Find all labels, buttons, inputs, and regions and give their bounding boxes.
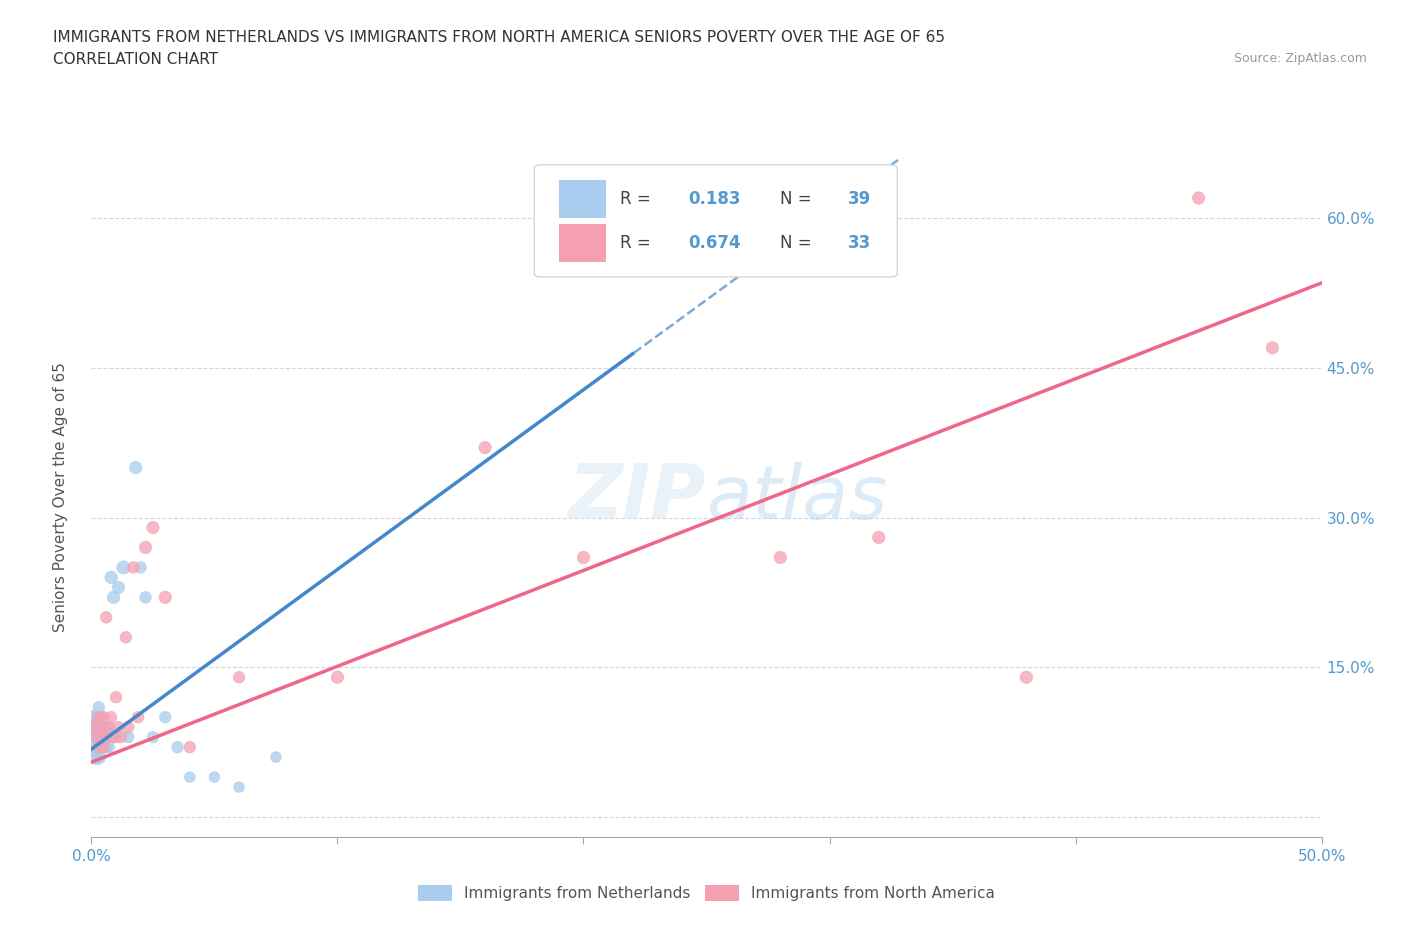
FancyBboxPatch shape — [534, 165, 897, 277]
Point — [87, 730, 110, 745]
Point — [112, 560, 135, 575]
Text: 33: 33 — [848, 234, 872, 252]
Y-axis label: Seniors Poverty Over the Age of 65: Seniors Poverty Over the Age of 65 — [53, 363, 67, 632]
Text: ZIP: ZIP — [569, 461, 706, 534]
Point — [117, 730, 139, 745]
Legend: Immigrants from Netherlands, Immigrants from North America: Immigrants from Netherlands, Immigrants … — [412, 879, 1001, 908]
Point — [572, 550, 595, 565]
Text: 0.183: 0.183 — [688, 190, 741, 207]
Point — [1261, 340, 1284, 355]
Point — [83, 710, 105, 724]
Point — [228, 779, 250, 794]
Text: R =: R = — [620, 190, 657, 207]
Point — [86, 730, 108, 745]
Point — [90, 720, 112, 735]
Point — [142, 520, 165, 535]
Point — [100, 710, 122, 724]
FancyBboxPatch shape — [558, 224, 606, 261]
Point — [122, 560, 145, 575]
Point — [90, 720, 112, 735]
Point — [228, 670, 250, 684]
Point — [90, 710, 112, 724]
Text: atlas: atlas — [706, 461, 889, 534]
Point — [83, 739, 105, 754]
Point — [96, 730, 117, 745]
Point — [97, 720, 120, 735]
Text: R =: R = — [620, 234, 657, 252]
Point — [474, 440, 496, 455]
Point — [127, 710, 149, 724]
Point — [103, 590, 125, 604]
Text: N =: N = — [780, 234, 817, 252]
Point — [1187, 191, 1209, 206]
Point — [97, 739, 120, 754]
Text: Source: ZipAtlas.com: Source: ZipAtlas.com — [1233, 52, 1367, 65]
Text: IMMIGRANTS FROM NETHERLANDS VS IMMIGRANTS FROM NORTH AMERICA SENIORS POVERTY OVE: IMMIGRANTS FROM NETHERLANDS VS IMMIGRANT… — [53, 30, 945, 45]
Point — [202, 770, 225, 785]
Text: CORRELATION CHART: CORRELATION CHART — [53, 52, 218, 67]
Point — [90, 739, 112, 754]
Point — [142, 730, 165, 745]
Point — [93, 720, 115, 735]
Point — [105, 690, 127, 705]
Point — [86, 750, 108, 764]
Point — [93, 710, 115, 724]
Point — [105, 730, 127, 745]
Point — [90, 730, 112, 745]
Point — [83, 720, 105, 735]
Point — [114, 630, 138, 644]
Point — [179, 770, 201, 785]
Point — [107, 720, 129, 735]
Point — [86, 730, 108, 745]
Point — [96, 739, 117, 754]
Point — [103, 730, 125, 745]
Point — [135, 590, 156, 604]
Point — [1015, 670, 1038, 684]
Point — [93, 739, 115, 754]
Point — [100, 570, 122, 585]
Point — [96, 720, 117, 735]
Point — [86, 710, 108, 724]
Point — [117, 720, 139, 735]
Point — [87, 699, 110, 714]
Point — [87, 710, 110, 724]
Point — [86, 720, 108, 735]
Point — [96, 610, 117, 625]
Text: 0.674: 0.674 — [688, 234, 741, 252]
Point — [326, 670, 349, 684]
Text: N =: N = — [780, 190, 817, 207]
Point — [153, 590, 177, 604]
Point — [110, 730, 132, 745]
Point — [87, 739, 110, 754]
Point — [124, 460, 146, 475]
Point — [83, 720, 105, 735]
Point — [135, 540, 156, 555]
Point — [97, 720, 120, 735]
Point — [179, 739, 201, 754]
FancyBboxPatch shape — [558, 180, 606, 218]
Point — [87, 750, 110, 764]
Point — [769, 550, 792, 565]
Point — [93, 730, 115, 745]
Point — [90, 730, 112, 745]
Point — [166, 739, 188, 754]
Point — [129, 560, 152, 575]
Point — [87, 739, 110, 754]
Point — [93, 739, 115, 754]
Point — [868, 530, 890, 545]
Point — [264, 750, 287, 764]
Point — [153, 710, 177, 724]
Text: 39: 39 — [848, 190, 872, 207]
Point — [87, 720, 110, 735]
Point — [107, 580, 129, 595]
